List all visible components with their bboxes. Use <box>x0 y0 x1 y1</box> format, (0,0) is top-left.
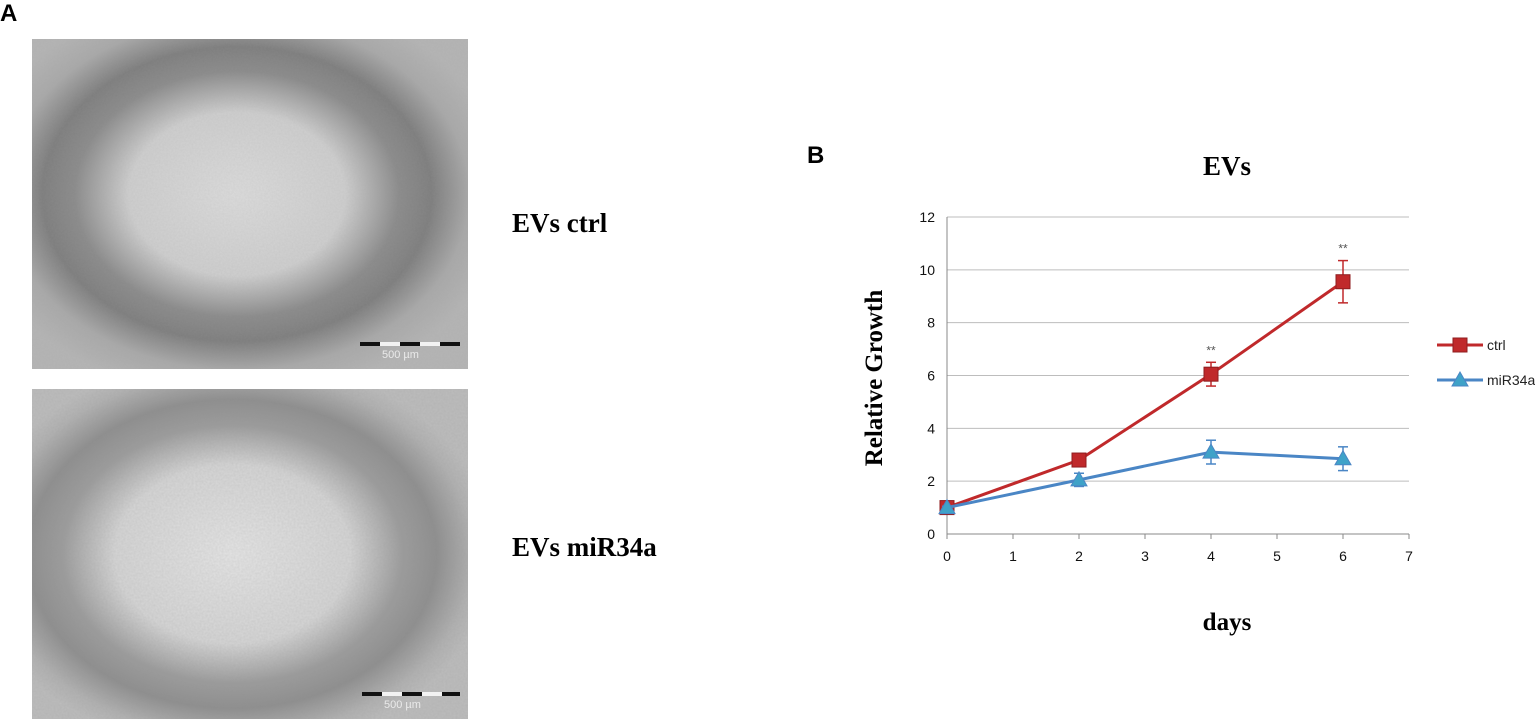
x-tick-label: 1 <box>1009 548 1017 564</box>
data-point <box>1071 452 1087 468</box>
significance-marker: ** <box>1206 343 1216 357</box>
x-axis-title: days <box>1203 609 1252 636</box>
scale-bar <box>360 342 460 346</box>
scale-bar-label: 500 µm <box>384 699 421 711</box>
y-tick-label: 6 <box>927 368 935 384</box>
condition-label-ctrl: EVs ctrl <box>512 208 608 238</box>
y-tick-label: 0 <box>927 526 935 542</box>
chart-title: EVs <box>1203 151 1251 181</box>
legend-marker-ctrl <box>1452 337 1468 353</box>
data-point <box>1202 443 1220 459</box>
micrograph-ctrl: 500 µm <box>32 39 468 369</box>
x-tick-label: 4 <box>1207 548 1215 564</box>
series-line-ctrl <box>946 280 1344 509</box>
series-ctrl <box>939 259 1351 516</box>
condition-label-mir34a: EVs miR34a <box>512 532 657 562</box>
panel-b-letter: B <box>807 142 825 169</box>
x-tick-label: 3 <box>1141 548 1149 564</box>
y-tick-label: 2 <box>927 473 935 489</box>
y-tick-label: 10 <box>919 262 935 278</box>
y-tick-label: 8 <box>927 315 935 331</box>
x-tick-label: 0 <box>943 548 951 564</box>
x-tick-label: 6 <box>1339 548 1347 564</box>
scale-bar-label: 500 µm <box>382 349 419 361</box>
significance-marker: ** <box>1338 242 1348 256</box>
data-point <box>1203 366 1219 382</box>
y-tick-label: 12 <box>919 209 935 225</box>
data-point <box>1335 274 1351 290</box>
micrograph-ctrl-texture <box>32 39 468 369</box>
y-axis-title: Relative Growth <box>861 290 888 467</box>
data-point <box>1334 449 1352 466</box>
data-point <box>938 498 956 515</box>
micrograph-mir34a-texture <box>32 389 468 719</box>
scale-bar <box>362 692 460 696</box>
legend-marker-miR34a <box>1451 370 1469 387</box>
micrograph-mir34a: 500 µm <box>32 389 468 719</box>
series-line-miR34a <box>946 450 1344 510</box>
y-tick-label: 4 <box>927 420 935 436</box>
x-tick-label: 2 <box>1075 548 1083 564</box>
x-tick-label: 7 <box>1405 548 1413 564</box>
legend-label-ctrl: ctrl <box>1487 337 1506 353</box>
legend-label-miR34a: miR34a <box>1487 372 1535 388</box>
series-miR34a <box>938 439 1352 515</box>
data-point <box>1070 470 1088 487</box>
panel-a-letter: A <box>0 0 18 27</box>
x-tick-label: 5 <box>1273 548 1281 564</box>
